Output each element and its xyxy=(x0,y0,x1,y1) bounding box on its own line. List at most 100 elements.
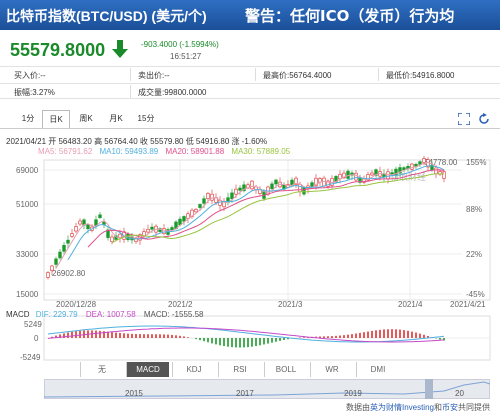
ma-legend: MA5: 56791.62 MA10: 59493.89 MA20: 58901… xyxy=(38,147,295,156)
macd-bar xyxy=(147,334,149,338)
stats-row-2: 振幅:3.27% 成交量:99800.0000 xyxy=(0,83,500,99)
candle-body xyxy=(398,167,402,174)
macd-bar xyxy=(103,331,105,338)
macd-bar xyxy=(59,334,61,338)
low-price: 最低价:54916.8000 xyxy=(386,71,455,80)
pct-tick-155: 155% xyxy=(466,158,486,167)
refresh-icon[interactable] xyxy=(478,113,490,125)
macd-bar xyxy=(303,337,305,338)
macd-bar xyxy=(331,336,333,338)
macd-tick-pos: 5249 xyxy=(24,320,42,329)
tab-15min[interactable]: 15分 xyxy=(137,114,155,123)
warning-banner: 警告：任何ICO（发币）行为均 xyxy=(245,7,455,25)
candle-body xyxy=(234,188,238,195)
macd-bar xyxy=(399,329,401,338)
macd-bar xyxy=(51,336,53,338)
x-tick-mar: 2021/3 xyxy=(278,300,303,309)
macd-bar xyxy=(99,330,101,338)
candle-body xyxy=(70,233,74,237)
candle-body xyxy=(66,239,70,244)
candle-body xyxy=(86,224,90,230)
macd-bar xyxy=(267,338,269,344)
indicator-dmi[interactable]: DMI xyxy=(356,362,399,377)
candle-body xyxy=(50,265,54,271)
macd-bar xyxy=(355,333,357,338)
candle-body xyxy=(194,209,198,213)
macd-bar xyxy=(55,335,57,338)
candle-body xyxy=(106,229,110,238)
macd-bar xyxy=(411,331,413,338)
pct-tick-neg45: -45% xyxy=(466,290,485,299)
macd-bar xyxy=(139,334,141,338)
macd-bar xyxy=(187,337,189,338)
macd-bar xyxy=(427,336,429,338)
candle-body xyxy=(338,174,342,179)
macd-bar xyxy=(75,331,77,338)
macd-tick-zero: 0 xyxy=(34,334,39,343)
macd-bar xyxy=(223,338,225,347)
bid-price: 买入价:-- xyxy=(14,71,46,80)
macd-bar xyxy=(67,332,69,338)
macd-bar xyxy=(391,329,393,338)
price-change: -903.4000 (-1.5994%) xyxy=(141,40,219,49)
indicator-kdj[interactable]: KDJ xyxy=(172,362,215,377)
nav-year-2015: 2015 xyxy=(125,389,143,398)
macd-legend: MACD DIF: 229.79 DEA: 1007.58 MACD: -155… xyxy=(6,310,203,319)
macd-lines xyxy=(47,325,445,343)
macd-bar xyxy=(375,330,377,338)
macd-bar xyxy=(143,334,145,338)
ma-line xyxy=(111,173,445,244)
x-tick-apr: 2021/4 xyxy=(398,300,423,309)
candle-body xyxy=(78,220,82,225)
macd-bar xyxy=(423,334,425,338)
candle-body xyxy=(270,183,274,190)
indicator-boll[interactable]: BOLL xyxy=(264,362,307,377)
macd-bar xyxy=(95,330,97,338)
macd-bar xyxy=(259,338,261,346)
tab-weekly-k[interactable]: 周K xyxy=(79,114,93,123)
candle-body xyxy=(366,174,370,181)
ohlc-info: 2021/04/21 开 56483.20 高 56764.40 收 55579… xyxy=(6,137,268,146)
indicator-none[interactable]: 无 xyxy=(80,362,123,377)
watermark: 新浪财经 xyxy=(390,171,426,182)
macd-line xyxy=(47,327,445,343)
candle-body xyxy=(170,227,174,231)
macd-bar xyxy=(371,330,373,338)
macd-bar xyxy=(231,338,233,348)
macd-bar xyxy=(119,332,121,338)
indicator-macd[interactable]: MACD xyxy=(126,362,169,377)
macd-bar xyxy=(123,333,125,338)
macd-bar xyxy=(283,338,285,341)
macd-bar xyxy=(419,333,421,338)
macd-bar xyxy=(407,330,409,338)
macd-bar xyxy=(159,334,161,338)
macd-bar xyxy=(199,338,201,341)
tab-1min[interactable]: 1分 xyxy=(21,114,35,123)
candle-body xyxy=(354,172,358,181)
indicator-rsi[interactable]: RSI xyxy=(218,362,261,377)
tab-daily-k[interactable]: 日K xyxy=(42,110,70,128)
tab-monthly-k[interactable]: 月K xyxy=(109,114,123,123)
footer-binance-link[interactable]: 币安 xyxy=(442,403,458,412)
macd-bar xyxy=(323,336,325,338)
navigator-sparkline xyxy=(44,381,490,398)
macd-bar xyxy=(327,336,329,338)
macd-tick-neg: -5249 xyxy=(20,353,41,362)
macd-bar xyxy=(439,338,441,340)
macd-bar xyxy=(131,333,133,338)
navigator-handle[interactable] xyxy=(425,379,433,399)
candle-body xyxy=(146,228,150,233)
indicator-wr[interactable]: WR xyxy=(310,362,353,377)
candle-body xyxy=(102,221,106,225)
footer-investing-link[interactable]: 英为财情Investing xyxy=(369,403,434,412)
macd-value: MACD: -1555.58 xyxy=(143,310,204,319)
macd-bar xyxy=(271,338,273,343)
macd-bar xyxy=(287,338,289,340)
candle-body xyxy=(386,171,390,180)
pct-tick-88: 88% xyxy=(466,205,482,214)
macd-dea: DEA: 1007.58 xyxy=(85,310,136,319)
macd-title: MACD xyxy=(6,310,30,319)
macd-bar xyxy=(351,334,353,338)
macd-bar xyxy=(235,338,237,348)
